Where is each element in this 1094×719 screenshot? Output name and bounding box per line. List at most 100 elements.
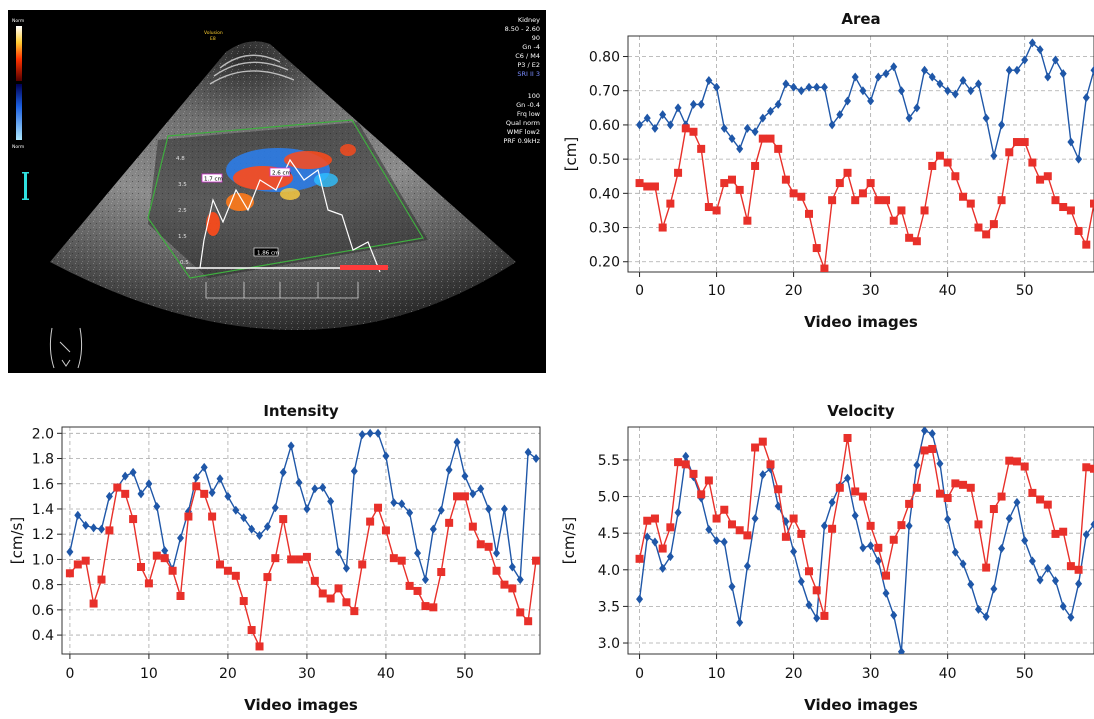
data-point-2: [812, 586, 821, 595]
data-point-2: [342, 598, 351, 607]
data-point-1: [913, 460, 921, 470]
data-point-2: [943, 158, 952, 167]
data-point-1: [366, 428, 374, 438]
y-axis-label: [cm/s]: [560, 517, 578, 564]
data-point-1: [905, 521, 913, 531]
svg-text:SRI II 3: SRI II 3: [517, 70, 540, 78]
data-point-1: [263, 522, 271, 532]
x-axis-label: Video images: [804, 313, 918, 331]
data-point-2: [445, 518, 454, 527]
y-tick-label: 0.80: [589, 50, 620, 66]
data-point-1: [445, 465, 453, 475]
series-group: [635, 38, 1094, 272]
data-point-2: [643, 182, 652, 191]
data-point-2: [524, 617, 533, 626]
data-point-1: [697, 99, 705, 109]
svg-text:C6 / M4: C6 / M4: [515, 52, 540, 60]
data-point-2: [943, 494, 952, 503]
data-point-1: [153, 501, 161, 511]
data-point-2: [735, 526, 744, 535]
data-point-2: [144, 579, 153, 588]
data-point-1: [295, 477, 303, 487]
data-point-2: [889, 535, 898, 544]
data-point-2: [192, 482, 201, 491]
data-point-1: [240, 513, 248, 523]
data-point-1: [751, 127, 759, 137]
data-point-1: [1051, 55, 1059, 65]
x-tick-label: 50: [1016, 283, 1034, 299]
svg-text:2.5: 2.5: [178, 208, 187, 214]
data-point-2: [1043, 500, 1052, 509]
data-point-2: [997, 492, 1006, 501]
chart-title: Velocity: [827, 402, 895, 420]
data-point-2: [1066, 562, 1075, 571]
data-point-2: [421, 602, 430, 611]
y-tick-label: 0.50: [589, 152, 620, 168]
data-point-1: [208, 488, 216, 498]
data-point-2: [658, 544, 667, 553]
data-point-1: [1044, 72, 1052, 82]
data-point-2: [476, 540, 485, 549]
data-point-1: [659, 110, 667, 120]
data-point-2: [160, 554, 169, 563]
data-point-1: [666, 120, 674, 130]
y-tick-label: 4.5: [598, 526, 620, 542]
data-point-2: [712, 514, 721, 523]
data-point-2: [358, 560, 367, 569]
data-point-2: [310, 576, 319, 585]
chart-title: Intensity: [263, 402, 339, 420]
data-point-2: [271, 554, 280, 563]
x-tick-label: 10: [140, 666, 158, 682]
data-point-2: [797, 529, 806, 538]
data-point-1: [844, 96, 852, 106]
data-point-2: [727, 520, 736, 529]
x-tick-label: 40: [939, 666, 957, 682]
data-point-2: [766, 460, 775, 469]
data-point-2: [720, 179, 729, 188]
data-point-1: [836, 110, 844, 120]
data-point-1: [224, 491, 232, 501]
data-point-1: [216, 474, 224, 484]
data-point-2: [843, 433, 852, 442]
data-point-1: [477, 484, 485, 494]
data-point-2: [805, 567, 814, 576]
data-point-2: [1059, 203, 1068, 212]
plot-area: [62, 427, 540, 654]
data-point-1: [728, 582, 736, 592]
data-point-2: [928, 444, 937, 453]
data-point-1: [967, 86, 975, 96]
x-tick-label: 50: [1016, 666, 1034, 682]
data-point-2: [658, 223, 667, 232]
data-point-1: [913, 103, 921, 113]
data-point-2: [997, 196, 1006, 205]
data-point-2: [635, 554, 644, 563]
measure-box-2: [269, 167, 291, 177]
data-point-2: [974, 520, 983, 529]
data-point-2: [247, 626, 256, 635]
top-label-2: E8: [210, 36, 216, 42]
data-point-2: [532, 556, 540, 565]
data-point-1: [1036, 45, 1044, 55]
data-point-1: [248, 524, 256, 534]
data-point-2: [789, 189, 798, 198]
data-point-1: [820, 82, 828, 92]
svg-text:Qual norm: Qual norm: [506, 119, 540, 127]
data-point-1: [951, 547, 959, 557]
data-point-2: [374, 503, 383, 512]
data-point-1: [651, 537, 659, 547]
data-point-2: [152, 551, 161, 560]
data-point-2: [843, 168, 852, 177]
data-point-2: [812, 244, 821, 253]
data-point-1: [805, 82, 813, 92]
x-tick-label: 50: [456, 666, 474, 682]
data-point-2: [81, 556, 90, 565]
data-point-1: [398, 499, 406, 509]
data-point-2: [635, 179, 644, 188]
data-point-2: [216, 560, 225, 569]
y-tick-label: 3.0: [598, 636, 620, 652]
data-point-2: [835, 483, 844, 492]
data-point-1: [713, 536, 721, 545]
data-point-1: [636, 594, 644, 604]
data-point-2: [287, 555, 296, 564]
data-point-2: [1028, 158, 1037, 167]
